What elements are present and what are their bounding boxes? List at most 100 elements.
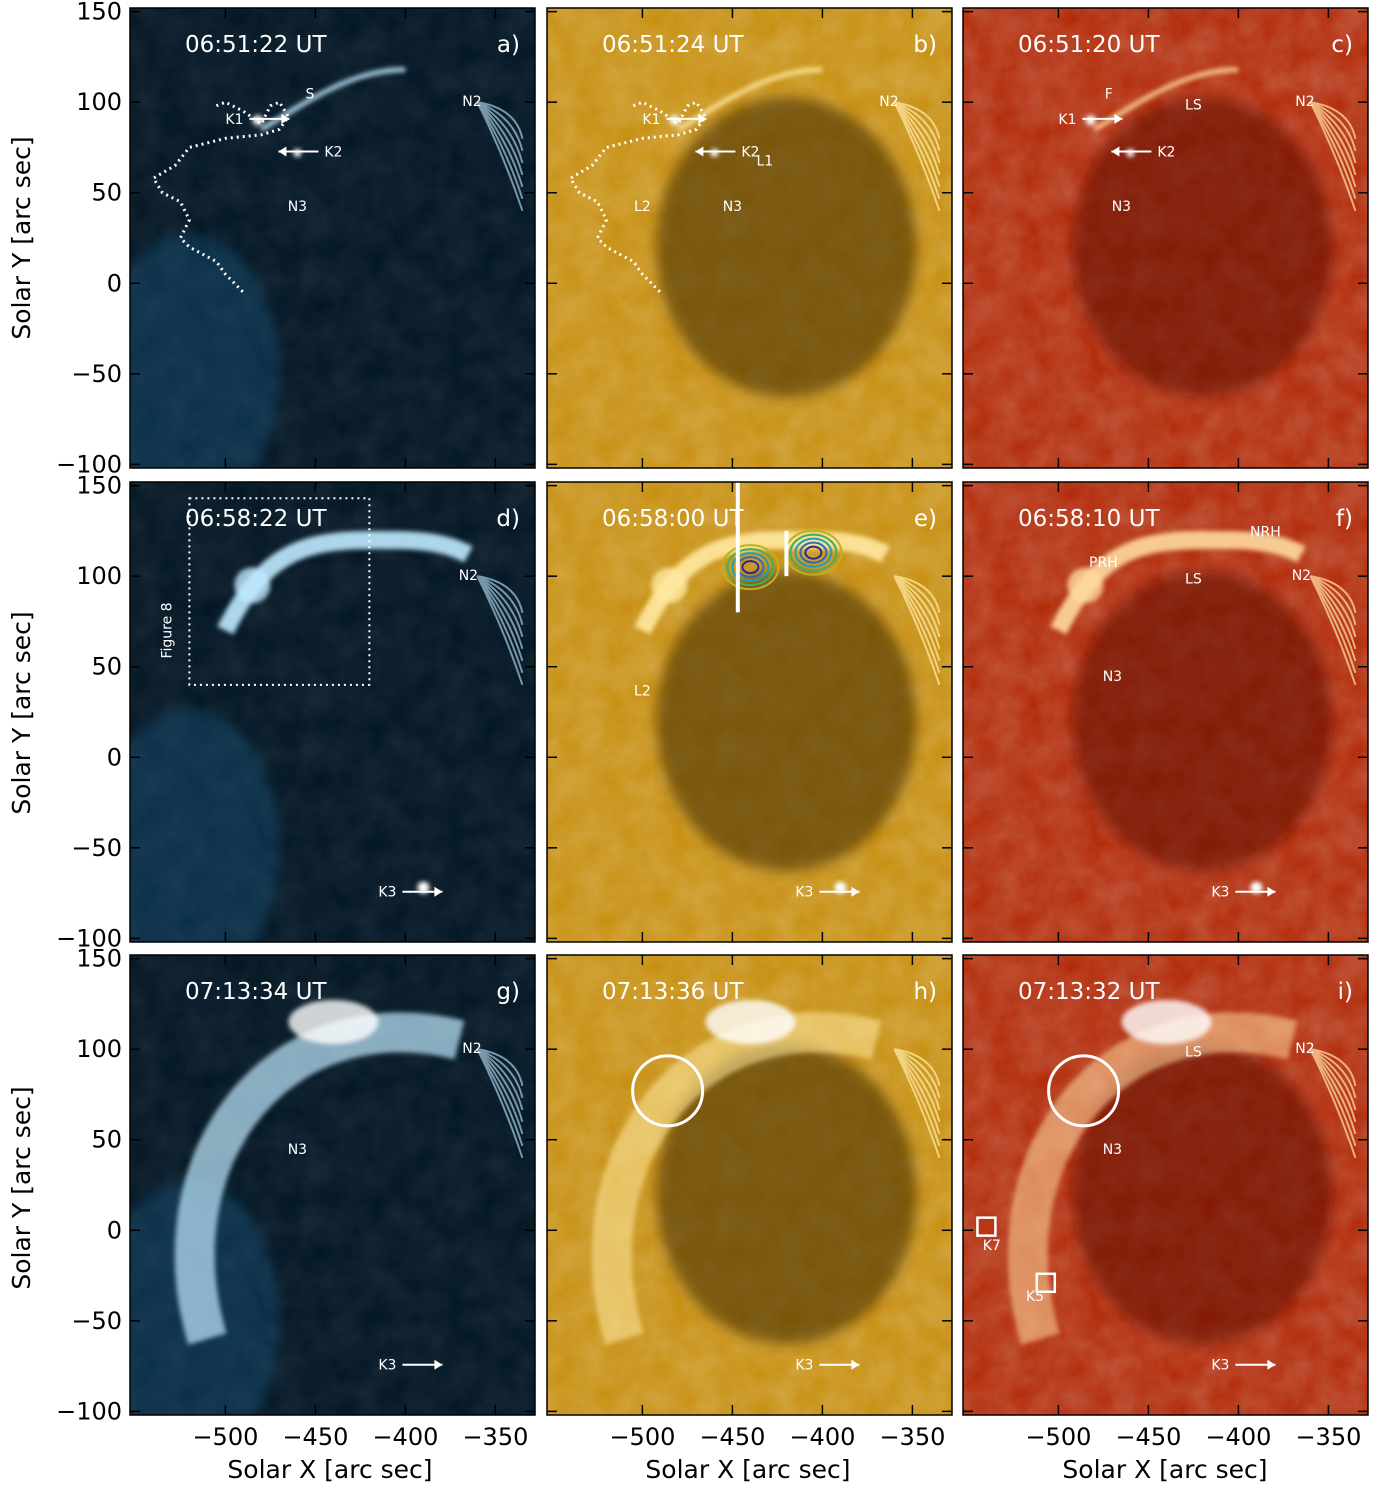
timestamp: 07:13:32 UT [1018, 979, 1160, 1005]
y-tick-label: −50 [71, 1307, 122, 1335]
y-tick-label: −50 [71, 834, 122, 862]
dotted-contour [568, 100, 708, 294]
x-tick-label: −450 [699, 1423, 765, 1451]
label-l1: L1 [756, 154, 773, 170]
x-axis-title-col2: Solar X [arc sec] [645, 1455, 850, 1484]
timestamp: 06:51:22 UT [185, 32, 327, 58]
label-n2: N2 [879, 94, 898, 110]
feature-labels: PRH NRH LS N2 N3 K3 [1089, 524, 1311, 900]
dark-region [656, 571, 917, 872]
x-tick-label: −500 [192, 1423, 258, 1451]
feature-labels: N2 N3 K3 [288, 1041, 482, 1374]
label-l2: L2 [634, 199, 651, 215]
feature-labels: L2 K3 [634, 684, 860, 901]
timestamp: 07:13:34 UT [185, 979, 327, 1005]
panel-frame: −500 −450 −400 −350 [546, 954, 953, 1451]
flare-emission [217, 530, 473, 894]
k5-box [1035, 1272, 1057, 1294]
x-tick-label: −450 [282, 1423, 348, 1451]
panel-frame: 150 100 50 0 −50 −100 [56, 0, 536, 478]
dotted-contour [151, 100, 291, 294]
y-tick-label: 50 [91, 1126, 122, 1154]
label-ls: LS [1185, 571, 1202, 587]
panel-frame [962, 7, 1369, 469]
x-tick-label: −350 [879, 1423, 945, 1451]
panel-f: 06:58:10 UT f) PRH NRH LS N2 N3 K3 [963, 482, 1368, 942]
y-tick-label: 150 [76, 0, 122, 26]
x-axis-title-col1: Solar X [arc sec] [227, 1455, 432, 1484]
feature-labels: K1 F LS N2 K2 N3 [1058, 87, 1314, 215]
y-tick-label: 0 [107, 269, 122, 297]
feature-labels: K3 [795, 1358, 860, 1374]
label-k3: K3 [378, 1358, 396, 1374]
panel-frame [546, 481, 953, 943]
panel-c: 06:51:20 UT c) K1 F LS N2 K2 N3 [963, 8, 1368, 468]
label-figure-8: Figure 8 [159, 602, 175, 658]
label-k2: K2 [741, 145, 759, 161]
panel-tag: e) [914, 506, 937, 532]
panel-e: 06:58:00 UT e) L2 K3 [547, 482, 952, 942]
region-circle [1047, 1054, 1121, 1128]
y-tick-label: −100 [56, 924, 122, 952]
label-k3: K3 [378, 885, 396, 901]
label-n3: N3 [288, 1142, 307, 1158]
hxr-contour [726, 548, 775, 587]
label-k7: K7 [983, 1238, 1001, 1254]
y-axis-title-row1: Solar Y [arc sec] [7, 136, 36, 339]
panel-g: 07:13:34 UT g) N2 N3 K3 [130, 955, 535, 1415]
hxr-contour [731, 552, 770, 583]
feature-labels: Figure 8 N2 K3 [159, 568, 478, 901]
panel-frame [962, 481, 1369, 943]
label-f: F [1105, 87, 1113, 103]
n2-fan-loops [476, 1048, 524, 1159]
y-tick-label: 0 [107, 1216, 122, 1244]
n2-fan-loops [893, 1048, 941, 1159]
flare-emission [591, 1000, 882, 1345]
flare-emission [1050, 530, 1306, 894]
k7-box [976, 1216, 997, 1237]
dark-region [656, 97, 917, 398]
diffuse-emission [130, 233, 280, 468]
y-tick-label: 50 [91, 653, 122, 681]
y-tick-label: 0 [107, 743, 122, 771]
dark-region [656, 1044, 917, 1345]
n2-fan-loops [1309, 1048, 1357, 1159]
label-n3: N3 [1103, 1142, 1122, 1158]
y-tick-label: 100 [76, 1035, 122, 1063]
panel-tag: a) [497, 32, 520, 58]
label-l2: L2 [634, 684, 651, 700]
y-tick-label: −100 [56, 1397, 122, 1425]
panel-frame: 150 100 50 0 −50 −100 [56, 472, 536, 952]
label-n2: N2 [1295, 94, 1314, 110]
diffuse-emission [130, 707, 280, 942]
panel-h: 07:13:36 UT h) K3 [547, 955, 952, 1415]
label-k3: K3 [1211, 1358, 1229, 1374]
panel-tag: h) [913, 979, 937, 1005]
panel-tag: f) [1336, 506, 1353, 532]
x-axis-title-col3: Solar X [arc sec] [1062, 1455, 1267, 1484]
x-tick-label: −500 [1025, 1423, 1091, 1451]
label-k1: K1 [642, 112, 660, 128]
x-tick-label: −400 [372, 1423, 438, 1451]
x-tick-label: −500 [609, 1423, 675, 1451]
panel-frame [546, 7, 953, 469]
label-k2: K2 [324, 145, 342, 161]
label-k3: K3 [795, 1358, 813, 1374]
y-tick-label: −100 [56, 450, 122, 478]
label-ls: LS [1185, 1044, 1202, 1060]
panel-tag: c) [1331, 32, 1353, 58]
label-n2: N2 [1295, 1041, 1314, 1057]
x-tick-label: −400 [1205, 1423, 1271, 1451]
panel-tag: b) [913, 32, 937, 58]
label-n2: N2 [459, 568, 478, 584]
flare-emission [634, 530, 890, 894]
dark-region [1072, 571, 1333, 872]
label-k1: K1 [1058, 112, 1076, 128]
y-tick-label: 100 [76, 562, 122, 590]
panel-tag: g) [496, 979, 520, 1005]
